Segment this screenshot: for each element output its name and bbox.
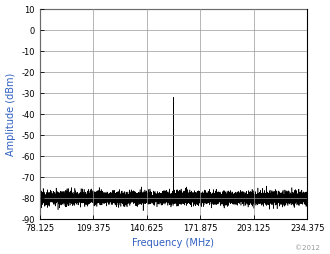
X-axis label: Frequency (MHz): Frequency (MHz): [132, 239, 214, 248]
Y-axis label: Amplitude (dBm): Amplitude (dBm): [6, 72, 16, 156]
Text: ©2012: ©2012: [295, 245, 320, 251]
